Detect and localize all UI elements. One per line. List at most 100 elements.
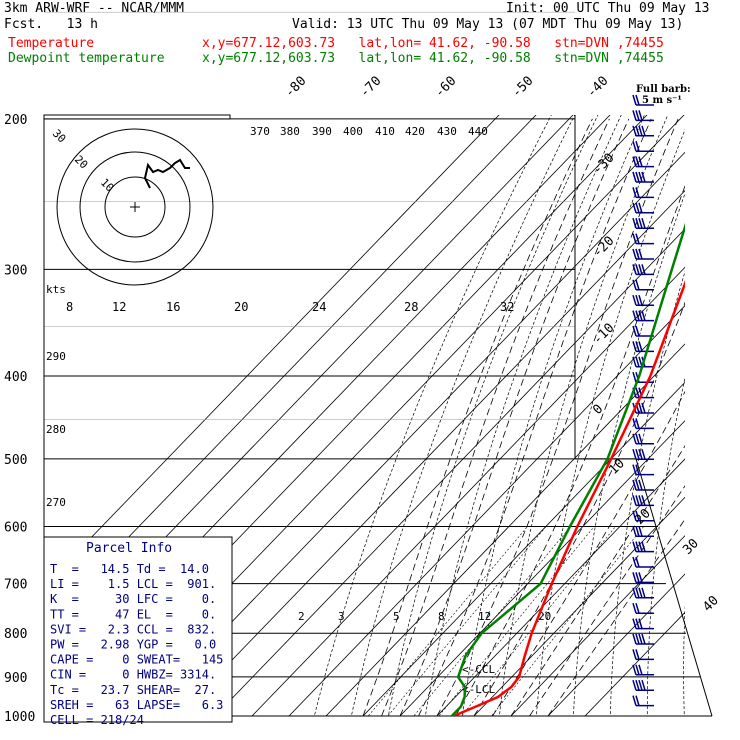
isotherm-label: -50	[509, 74, 536, 101]
theta-side-label: 290	[46, 350, 66, 363]
wind-barb-flag	[635, 495, 640, 506]
wind-barb-flag	[632, 679, 637, 691]
wind-barb-flag	[638, 633, 643, 645]
wind-barb-flag	[638, 294, 643, 306]
wind-barb-flag	[641, 495, 646, 506]
wind-barb-flag	[635, 140, 640, 152]
wind-barb-flag	[635, 433, 640, 445]
isotherm	[473, 496, 685, 716]
wind-barb-flag	[635, 171, 640, 183]
hodograph-ring	[79, 151, 191, 263]
wind-barb-flag	[635, 510, 640, 522]
mixing-ratio-line	[367, 526, 528, 716]
parcel-row: SREH = 63 LAPSE= 6.3	[50, 698, 223, 712]
wind-barb-flag	[632, 495, 637, 506]
isotherm	[362, 381, 685, 716]
wind-barb-flag	[632, 264, 637, 275]
dry-adiabat	[461, 115, 645, 716]
moist-adiabat	[473, 301, 685, 716]
wind-barb-flag	[638, 264, 643, 275]
pressure-label: 1000	[4, 710, 35, 725]
theta-label: 370	[250, 125, 270, 138]
wind-barb-flag	[635, 479, 640, 491]
mixing-ratio-line	[387, 526, 547, 716]
hodograph-ring-label: 30	[50, 127, 69, 146]
theta-label: 440	[468, 125, 488, 138]
temperature-location: x,y=677.12,603.73 lat,lon= 41.62, -90.58…	[202, 36, 664, 51]
wind-barb-flag	[632, 233, 637, 244]
hodograph-ring-label: 20	[72, 153, 91, 172]
wind-barb-flag	[635, 279, 640, 291]
dry-adiabat	[646, 376, 685, 716]
theta-label: 390	[312, 125, 332, 138]
pressure-label: 300	[4, 263, 27, 278]
dry-adiabat	[313, 115, 552, 716]
wind-barb-flag	[635, 94, 640, 106]
right-axis-skewed	[575, 458, 713, 717]
wind-barb-flag	[632, 171, 637, 183]
wind-barb-flag	[635, 649, 640, 660]
wind-barb-flag	[635, 464, 640, 475]
parcel-row: T = 14.5 Td = 14.0	[50, 562, 209, 576]
temperature-trace	[453, 280, 685, 716]
isotherm	[436, 458, 685, 716]
pressure-label: 800	[4, 627, 27, 642]
wind-barb-flag	[641, 264, 646, 275]
wind-barb-flag	[635, 110, 640, 121]
parcel-row: CELL = 218/24	[50, 713, 144, 727]
wind-barb-flag	[635, 387, 640, 398]
wind-barb-flag	[632, 140, 637, 152]
isotherm-label: 30	[680, 536, 702, 558]
wind-barb-flag	[632, 618, 637, 629]
parcel-row: TT = 47 EL = 0.	[50, 607, 216, 621]
speed-tick-label: 24	[312, 300, 326, 314]
wind-barb-flag	[635, 618, 640, 629]
wind-barb-flag	[632, 202, 637, 214]
wind-barb-flag	[632, 125, 637, 137]
wind-barb-flag	[638, 217, 643, 229]
moist-adiabat	[418, 118, 652, 716]
wind-barb-flag	[635, 556, 640, 568]
wind-barb-flag	[632, 525, 637, 537]
wind-barb-flag	[638, 310, 643, 321]
wind-barb-flag	[635, 294, 640, 306]
wind-barb-flag	[638, 402, 643, 414]
wind-barb-flag	[635, 664, 640, 676]
wind-barb-flag	[635, 233, 640, 244]
wind-barb-flag	[638, 171, 643, 183]
wind-barb-flag	[635, 448, 640, 460]
wind-barb-flag	[635, 587, 640, 599]
dry-adiabat	[535, 128, 685, 716]
wind-barb-flag	[638, 248, 643, 260]
lcl-annotation: <-LCL	[462, 683, 495, 696]
wind-barb-flag	[632, 94, 637, 106]
isotherm-label: -30	[590, 151, 617, 178]
theta-side-label: 280	[46, 423, 66, 436]
wind-barb-flag	[638, 541, 643, 552]
wind-barb-flag	[638, 664, 643, 676]
isotherm	[288, 305, 685, 716]
wind-barb-flag	[635, 217, 640, 229]
isotherm-label: -40	[584, 74, 611, 101]
wind-barb-flag	[641, 633, 646, 645]
wind-barb-flag	[632, 541, 637, 552]
wind-barb-flag	[638, 448, 643, 460]
hodograph-box	[43, 114, 231, 120]
wind-barb-flag	[632, 464, 637, 475]
wind-barb-flag	[635, 341, 640, 352]
valid-time: Valid: 13 UTC Thu 09 May 13 (07 MDT Thu …	[292, 17, 684, 32]
wind-barb-flag	[638, 202, 643, 214]
wind-barb-flag	[635, 264, 640, 275]
isotherm	[140, 151, 685, 716]
wind-barb-flag	[632, 695, 637, 706]
wind-barb-flag	[641, 448, 646, 460]
ccl-annotation: <-CCL	[462, 663, 495, 676]
dry-adiabat	[609, 270, 685, 716]
speed-tick-label: 20	[234, 300, 248, 314]
wind-barb-flag	[635, 156, 640, 167]
moist-adiabat	[510, 445, 685, 716]
pressure-label: 200	[4, 113, 27, 128]
pressure-label: 600	[4, 520, 27, 535]
